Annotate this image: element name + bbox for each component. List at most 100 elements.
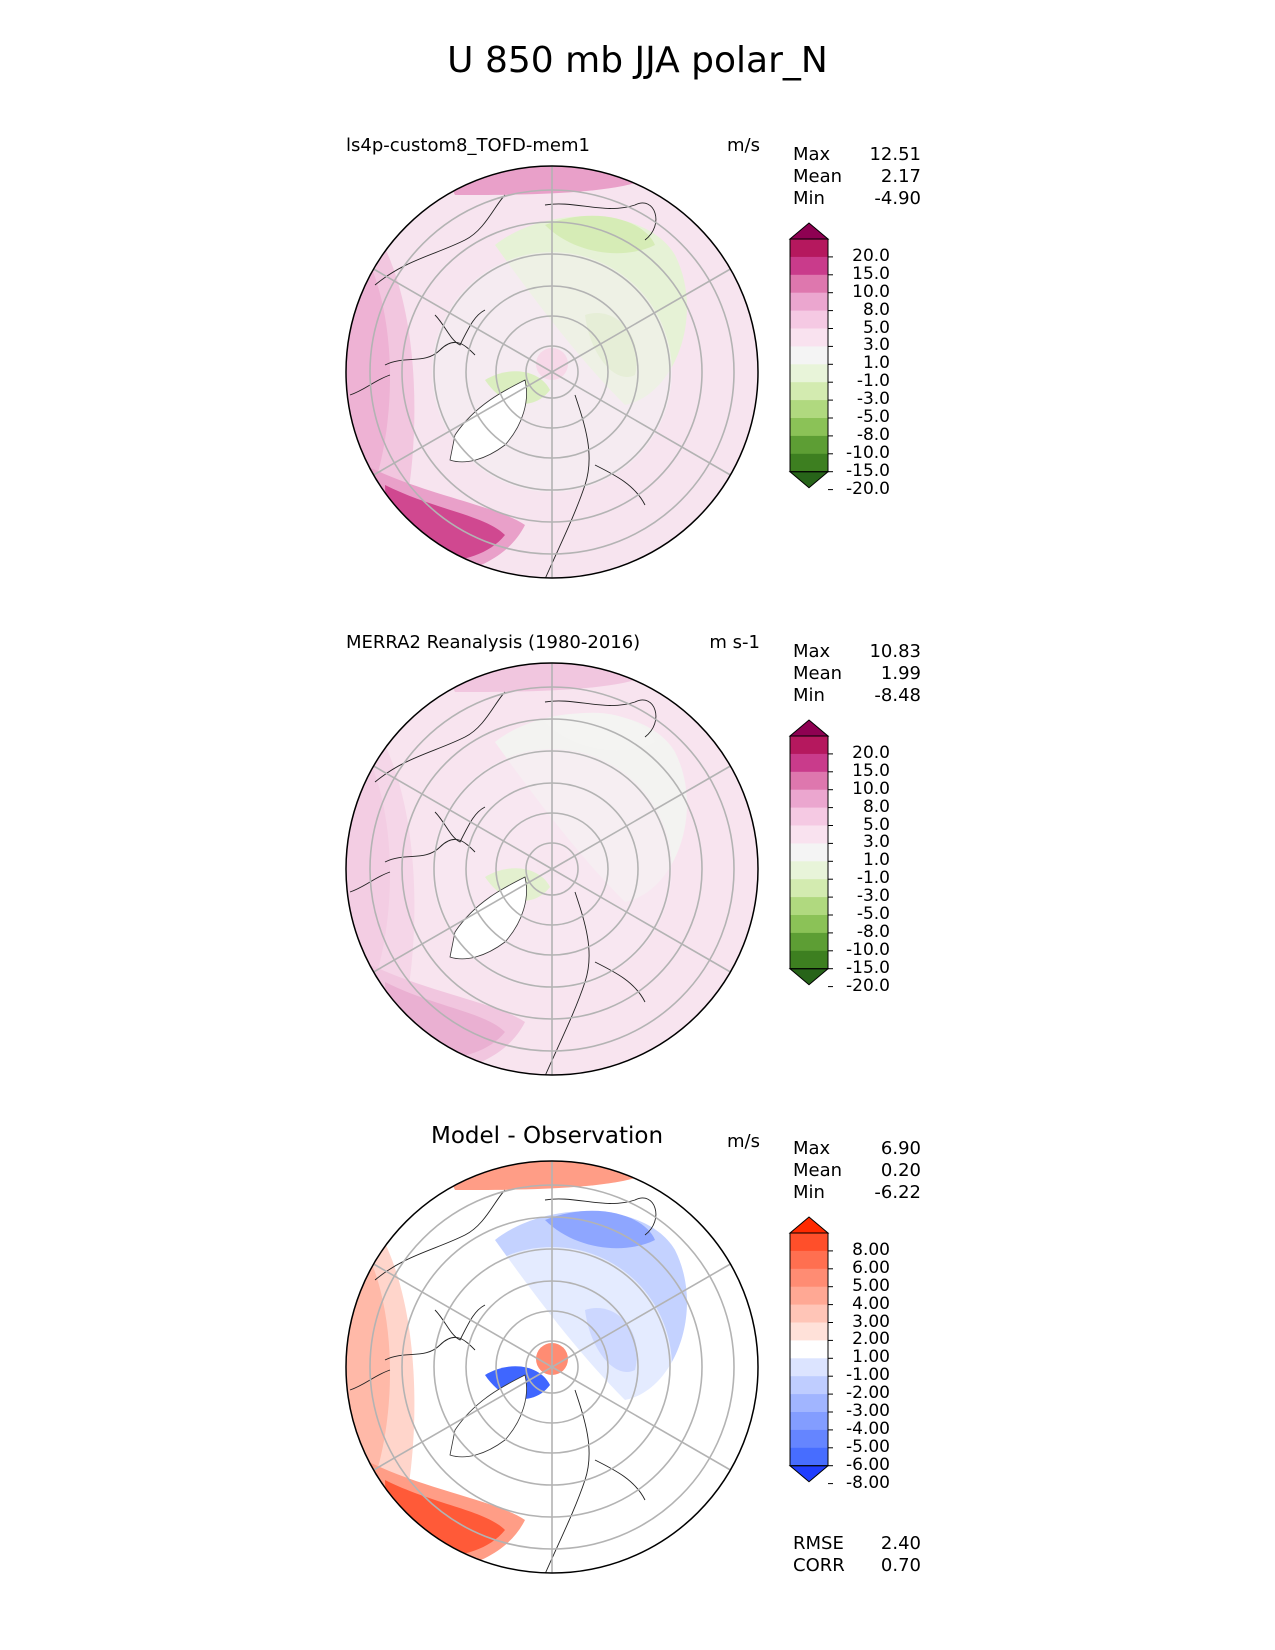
colorbar-segment bbox=[790, 453, 828, 473]
colorbar-segment bbox=[790, 239, 828, 258]
stat-label: Mean bbox=[793, 1160, 843, 1181]
panel2-polar-map bbox=[345, 662, 759, 1076]
colorbar-tick-label: 6.00 bbox=[852, 1257, 890, 1278]
colorbar-tick-label: 8.00 bbox=[852, 1239, 890, 1260]
metric-value: 2.40 bbox=[880, 1533, 921, 1554]
panel3-stat-mean: Mean 0.20 bbox=[793, 1160, 921, 1182]
colorbar-tick-label: -15.0 bbox=[846, 460, 890, 481]
coastline-5 bbox=[434, 806, 486, 843]
colorbar-tick-label: -3.00 bbox=[846, 1401, 890, 1421]
colorbar-frame bbox=[789, 1232, 829, 1467]
stat-value: 10.83 bbox=[869, 641, 921, 662]
colorbar-segment bbox=[790, 950, 828, 970]
colorbar-segment bbox=[790, 861, 828, 880]
field-northeast-core bbox=[545, 712, 655, 751]
colorbar-segment bbox=[790, 1412, 828, 1431]
panel3-polar-map bbox=[345, 1160, 759, 1574]
metric-label: RMSE bbox=[793, 1533, 844, 1554]
colorbar-segment bbox=[790, 328, 828, 347]
colorbar-segment bbox=[790, 1322, 828, 1341]
panel2-stats: Max 10.83 Mean 1.99 Min -8.48 bbox=[793, 641, 921, 707]
map-boundary bbox=[345, 165, 759, 579]
colorbar-min-extend bbox=[788, 968, 830, 986]
stat-value: -4.90 bbox=[874, 188, 921, 209]
colorbar-tick-label: 20.0 bbox=[852, 245, 890, 266]
colorbar-segment bbox=[790, 1429, 828, 1449]
colorbar-segment bbox=[790, 310, 828, 329]
panel2-title: MERRA2 Reanalysis (1980-2016) bbox=[346, 632, 641, 653]
stat-value: -6.22 bbox=[874, 1182, 921, 1203]
stat-label: Max bbox=[793, 144, 831, 165]
colorbar-segment bbox=[790, 1376, 828, 1395]
colorbar-tick-label: -1.0 bbox=[856, 371, 890, 392]
colorbar-segment bbox=[790, 879, 828, 898]
graticule bbox=[369, 166, 735, 578]
meridian-line bbox=[373, 765, 553, 870]
panel1-stat-mean: Mean 2.17 bbox=[793, 166, 921, 188]
colorbar-tick-label: -20.0 bbox=[846, 478, 890, 499]
colorbar-tick-label: -15.0 bbox=[846, 957, 890, 978]
colorbar-segment bbox=[790, 1340, 828, 1359]
colorbar-segment bbox=[790, 771, 828, 791]
colorbar-segment bbox=[790, 274, 828, 294]
panel3-units: m/s bbox=[727, 1131, 760, 1152]
colorbar-tick-label: 4.00 bbox=[852, 1293, 890, 1314]
colorbar-min-extend bbox=[788, 1465, 830, 1483]
meridian-line bbox=[551, 268, 731, 373]
colorbar-segment bbox=[790, 1304, 828, 1323]
map-boundary bbox=[345, 662, 759, 1076]
colorbar-tick-label: 20.0 bbox=[852, 742, 890, 763]
colorbar-segment bbox=[790, 1233, 828, 1252]
colorbar-tick-label: -20.0 bbox=[846, 975, 890, 996]
colorbar-segment bbox=[790, 1394, 828, 1413]
colorbar-tick-label: 8.0 bbox=[862, 796, 890, 817]
colorbar-max-extend bbox=[788, 222, 830, 240]
panel3-metric-corr: CORR 0.70 bbox=[793, 1555, 921, 1577]
meridian-line bbox=[373, 868, 553, 973]
colorbar-segment bbox=[790, 364, 828, 383]
stat-value: 12.51 bbox=[869, 144, 921, 165]
stat-label: Mean bbox=[793, 166, 843, 187]
colorbar-tick-label: -10.0 bbox=[846, 939, 890, 960]
colorbar-tick-label: -2.00 bbox=[846, 1383, 890, 1404]
colorbar-min-extend bbox=[788, 471, 830, 489]
colorbar-segment bbox=[790, 1250, 828, 1270]
colorbar-frame bbox=[789, 238, 829, 473]
panel3-stats: Max 6.90 Mean 0.20 Min -6.22 bbox=[793, 1138, 921, 1204]
colorbar-tick-label: 5.0 bbox=[862, 317, 890, 338]
colorbar-segment bbox=[790, 292, 828, 311]
coastline-4 bbox=[384, 341, 476, 366]
colorbar-tick-label: 1.00 bbox=[852, 1347, 890, 1368]
colorbar-tick-label: 3.0 bbox=[862, 335, 890, 356]
colorbar-tick-label: -6.00 bbox=[846, 1454, 890, 1475]
panel2-stat-min: Min -8.48 bbox=[793, 685, 921, 707]
meridian-line bbox=[373, 1366, 553, 1471]
colorbar-segment bbox=[790, 736, 828, 755]
coastline-4 bbox=[384, 1336, 476, 1361]
colorbar-tick-label: 8.0 bbox=[862, 299, 890, 320]
colorbar-tick-label: -8.0 bbox=[856, 424, 890, 445]
colorbar-tick-label: -1.0 bbox=[856, 868, 890, 889]
meridian-line bbox=[551, 868, 731, 973]
colorbar-segment bbox=[790, 1447, 828, 1467]
colorbar-tick-label: 1.0 bbox=[862, 850, 890, 871]
coastline-0 bbox=[374, 1189, 506, 1281]
panel3-stat-min: Min -6.22 bbox=[793, 1182, 921, 1204]
stat-label: Min bbox=[793, 1182, 825, 1203]
panel3-stat-max: Max 6.90 bbox=[793, 1138, 921, 1160]
colorbar-segment bbox=[790, 418, 828, 437]
panel2-stat-max: Max 10.83 bbox=[793, 641, 921, 663]
stat-label: Mean bbox=[793, 663, 843, 684]
panel3-colorbar bbox=[788, 1216, 833, 1485]
colorbar-tick-label: 5.00 bbox=[852, 1275, 890, 1296]
colorbar-segment bbox=[790, 807, 828, 826]
colorbar-tick-label: -3.0 bbox=[856, 389, 890, 410]
colorbar-tick-label: 2.00 bbox=[852, 1329, 890, 1350]
stat-value: 6.90 bbox=[880, 1138, 921, 1159]
meridian-line bbox=[551, 765, 731, 870]
metric-label: CORR bbox=[793, 1555, 845, 1576]
colorbar-tick-label: 3.0 bbox=[862, 832, 890, 853]
coastline-5 bbox=[434, 1304, 486, 1341]
graticule bbox=[369, 1161, 735, 1573]
panel2-colorbar bbox=[788, 719, 833, 988]
